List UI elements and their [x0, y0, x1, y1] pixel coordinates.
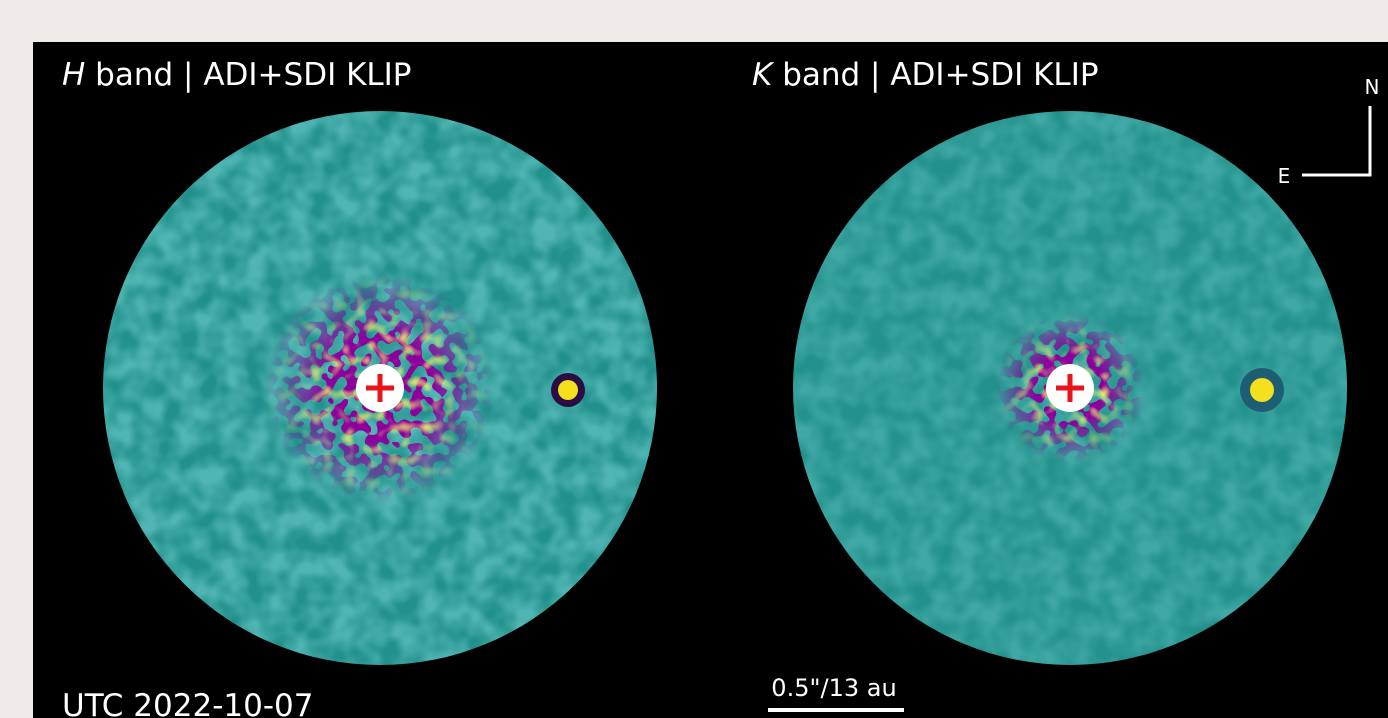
h-band-image: [103, 111, 657, 665]
scale-bar-label: 0.5"/13 au: [771, 674, 896, 702]
compass-north: N: [1365, 75, 1380, 99]
k-band-image: [793, 111, 1347, 665]
page: H band | ADI+SDI KLIP K band | ADI+SDI K…: [0, 0, 1388, 718]
panel-title-text: band | ADI+SDI KLIP: [782, 57, 1098, 93]
panel-title-text: band | ADI+SDI KLIP: [95, 57, 411, 93]
band-name: K: [752, 57, 775, 93]
date-label: UTC 2022-10-07: [62, 688, 313, 718]
figure: H band | ADI+SDI KLIP K band | ADI+SDI K…: [0, 0, 1388, 718]
panel-title: H band | ADI+SDI KLIP: [62, 57, 412, 93]
panel-title: K band | ADI+SDI KLIP: [752, 57, 1099, 93]
band-name: H: [62, 57, 85, 93]
compass-east: E: [1278, 164, 1291, 188]
